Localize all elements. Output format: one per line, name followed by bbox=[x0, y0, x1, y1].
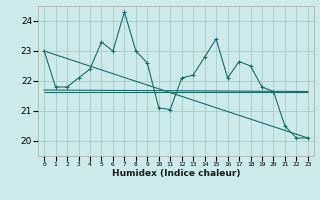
X-axis label: Humidex (Indice chaleur): Humidex (Indice chaleur) bbox=[112, 169, 240, 178]
